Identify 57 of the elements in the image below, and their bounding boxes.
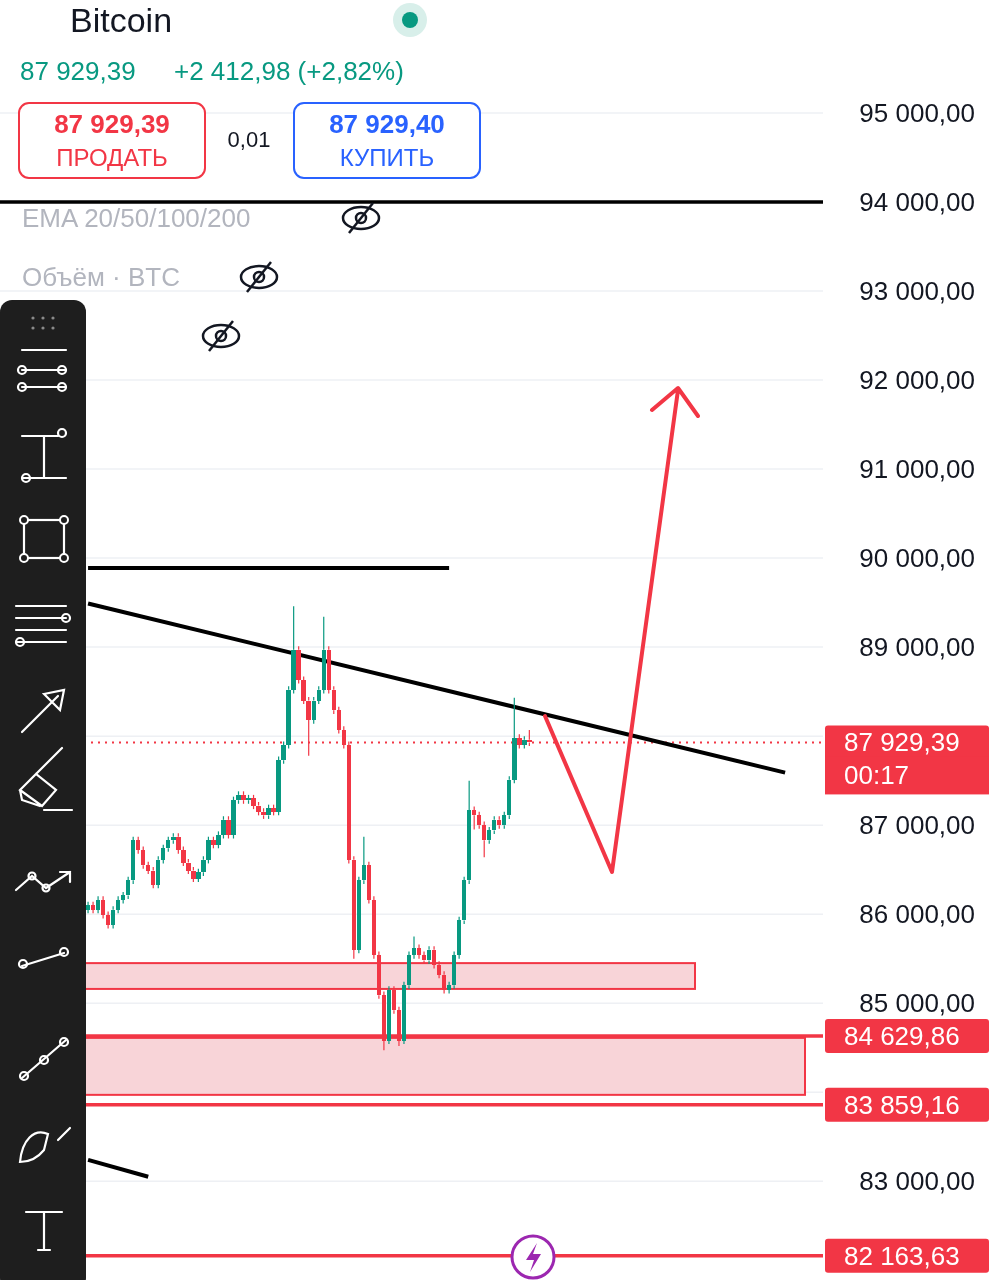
- y-tick-label: 92 000,00: [859, 365, 975, 396]
- y-tick-label: 90 000,00: [859, 543, 975, 574]
- candlestick: [361, 836, 367, 885]
- annotation: 0,01: [227, 126, 271, 152]
- y-tick-label: 91 000,00: [859, 454, 975, 485]
- candlestick: [416, 943, 422, 960]
- ref-line-label: 83 859,16: [844, 1089, 960, 1120]
- annotation: EMA 20/50/100/200: [22, 203, 251, 233]
- candlestick: [90, 901, 96, 914]
- candlestick: [105, 910, 111, 929]
- candlestick: [341, 725, 347, 750]
- candlestick: [522, 735, 527, 750]
- candlestick: [466, 780, 472, 885]
- candlestick: [171, 832, 176, 845]
- candlestick: [411, 935, 417, 960]
- y-tick-label: 94 000,00: [859, 187, 975, 218]
- annotation: 87 929,40: [329, 109, 445, 139]
- candlestick: [286, 685, 291, 750]
- candlestick: [371, 895, 377, 960]
- candlestick: [115, 895, 121, 914]
- candlestick: [406, 950, 412, 990]
- annotation: Объём · BTC: [22, 262, 180, 292]
- candlestick: [201, 855, 206, 877]
- annotation: ПРОДАТЬ: [56, 143, 168, 171]
- candlestick: [401, 981, 407, 1045]
- candlestick: [176, 832, 181, 855]
- annotation: 87 929,39: [54, 109, 170, 139]
- candlestick: [451, 950, 457, 990]
- candlestick: [386, 985, 392, 1045]
- annotation: +2 412,98 (+2,82%): [174, 56, 404, 86]
- chart-title: Bitcoin: [70, 1, 173, 39]
- ref-line-label: 82 163,63: [844, 1240, 960, 1271]
- y-tick-label: 89 000,00: [859, 632, 975, 663]
- text: 00:17: [844, 760, 910, 791]
- candlestick: [236, 790, 241, 805]
- y-tick-label: 87 000,00: [859, 810, 975, 841]
- y-tick-label: 95 000,00: [859, 98, 975, 129]
- y-tick-label: 83 000,00: [859, 1166, 975, 1197]
- annotation: КУПИТЬ: [339, 143, 435, 171]
- candlestick: [296, 645, 301, 685]
- candlestick: [446, 981, 452, 994]
- candlestick: [366, 861, 372, 905]
- ref-line-label: 84 629,86: [844, 1021, 960, 1052]
- candlestick: [100, 895, 106, 920]
- candlestick: [261, 807, 266, 820]
- candlestick: [456, 916, 462, 960]
- candlestick: [95, 895, 101, 914]
- candlestick: [85, 901, 91, 914]
- y-tick-label: 85 000,00: [859, 988, 975, 1019]
- y-tick-label: 93 000,00: [859, 276, 975, 307]
- candlestick: [517, 733, 522, 750]
- y-tick-label: 86 000,00: [859, 899, 975, 930]
- candlestick: [281, 740, 286, 765]
- candlestick: [110, 905, 116, 929]
- candlestick: [241, 790, 246, 805]
- annotation: 87 929,39: [20, 56, 136, 86]
- ref-line-label: 87 929,39: [844, 727, 960, 758]
